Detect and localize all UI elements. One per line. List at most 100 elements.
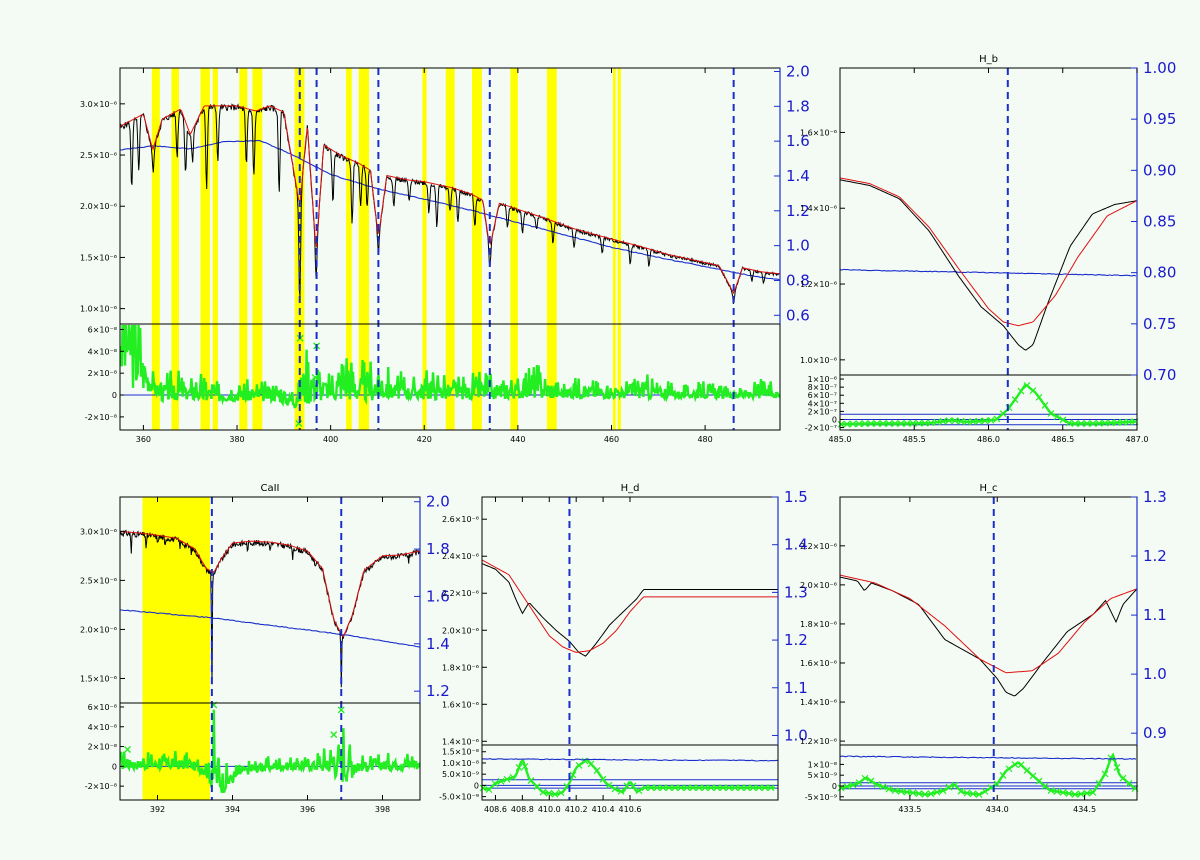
residual-tick-label: 6×10⁻⁸ — [88, 703, 117, 712]
y2-tick-label: 0.75 — [1143, 315, 1176, 333]
residual-point — [921, 419, 929, 427]
highlight-band — [472, 68, 482, 430]
residual-point — [885, 420, 893, 427]
residual-point — [557, 789, 565, 797]
residual-point — [981, 417, 989, 425]
residual-point — [749, 784, 757, 792]
x-tick-label: 396 — [300, 805, 315, 814]
x-tick-label: 360 — [136, 435, 151, 444]
y2-tick-label: 2.0 — [426, 493, 450, 511]
residual-point — [1047, 787, 1055, 794]
y2-tick-label: 1.3 — [784, 583, 808, 601]
x-tick-label: 410.6 — [619, 805, 642, 814]
residual-point — [659, 784, 667, 792]
panel-h-delta: 408.6 408.8 410.0 410.2 410.4 410.6 1.4×10⁻⁶ 1.… — [439, 483, 808, 814]
highlight-band — [252, 68, 263, 430]
continuum-series — [120, 609, 421, 648]
residual-tick-label: -5.0×10⁻⁹ — [439, 793, 479, 802]
panel-title: H_b — [979, 54, 998, 65]
residual-tick-label: -5×10⁻⁹ — [805, 793, 837, 802]
residual-tick-label: 0 — [832, 415, 837, 424]
y-tick-label: 2.2×10⁻⁶ — [800, 542, 837, 551]
residual-point — [1107, 419, 1115, 427]
residual-point — [999, 410, 1007, 418]
residual-point — [897, 787, 905, 795]
residual-tick-label: 1×10⁻⁸ — [808, 760, 837, 769]
y2-tick-label: 0.8 — [786, 271, 810, 289]
residual-point — [755, 784, 763, 792]
highlight-band — [445, 68, 455, 430]
panel-title: H_d — [621, 483, 640, 494]
x-tick-label: 440 — [510, 435, 525, 444]
residual-point — [641, 784, 649, 792]
y2-tick-label: 1.2 — [426, 682, 450, 700]
highlight-band — [239, 68, 248, 430]
residual-tick-label: -2×10⁻⁸ — [85, 413, 117, 422]
residual-point — [909, 789, 917, 797]
panel-h-beta: 485.0 485.5 486.0 486.5 487.0 1.0×10⁻⁶ 1.2×10⁻… — [800, 54, 1176, 444]
y-tick-label: 2.5×10⁻⁶ — [80, 151, 117, 160]
y-tick-label: 1.6×10⁻⁶ — [800, 659, 837, 668]
residual-point — [569, 771, 577, 779]
x-tick-label: 487.0 — [1126, 435, 1149, 444]
y-tick-label: 2.2×10⁻⁶ — [442, 589, 479, 598]
residual-tick-label: 8×10⁻⁷ — [808, 383, 837, 392]
residual-point — [1047, 410, 1055, 417]
y-tick-label: 1.5×10⁻⁶ — [80, 674, 117, 683]
y2-tick-label: 0.90 — [1143, 161, 1176, 179]
residual-point — [915, 790, 923, 798]
residual-point — [1053, 788, 1061, 795]
y2-tick-label: 1.4 — [426, 635, 450, 653]
residual-point — [719, 784, 727, 792]
y-tick-label: 1.8×10⁻⁶ — [442, 663, 479, 672]
residual-point — [945, 417, 953, 425]
residual-point — [1125, 418, 1133, 426]
residual-point — [737, 784, 745, 792]
residual-point — [891, 787, 899, 795]
residual-point — [497, 777, 505, 785]
x-tick-label: 400 — [323, 435, 338, 444]
residual-point — [957, 417, 965, 425]
highlight-band — [200, 68, 210, 430]
residual-point — [1089, 420, 1097, 427]
residual-point — [843, 420, 851, 428]
residual-point — [897, 420, 905, 427]
x-tick-label: 480 — [697, 435, 712, 444]
panel-title: CaII — [260, 483, 279, 494]
spectrum-series — [839, 179, 1138, 351]
highlight-band — [151, 68, 160, 430]
residual-point — [963, 789, 971, 797]
residual-tick-label: 2×10⁻⁸ — [88, 369, 117, 378]
residual-point — [1017, 761, 1025, 769]
residual-point — [683, 784, 691, 792]
y-tick-label: 2.6×10⁻⁶ — [442, 515, 479, 524]
residual-point — [1071, 791, 1079, 798]
residual-point — [975, 791, 983, 798]
highlight-band — [346, 68, 352, 430]
residual-point — [963, 418, 971, 426]
model-series — [839, 177, 1138, 327]
residual-point — [665, 784, 673, 792]
x-tick-label: 392 — [150, 805, 165, 814]
y-tick-label: 2.0×10⁻⁶ — [80, 625, 117, 634]
residual-point — [975, 417, 983, 425]
y2-tick-label: 1.0 — [1143, 665, 1167, 683]
y2-tick-label: 0.6 — [786, 306, 810, 324]
x-tick-label: 434.0 — [986, 805, 1009, 814]
residual-point — [1125, 779, 1133, 787]
x-tick-label: 408.8 — [511, 805, 534, 814]
residual-tick-label: 5.0×10⁻⁹ — [442, 770, 479, 779]
residual-point — [761, 784, 769, 792]
residual-point — [695, 784, 703, 792]
x-tick-label: 410.2 — [565, 805, 588, 814]
residual-point — [867, 777, 875, 785]
residual-point — [1113, 763, 1121, 771]
residual-point — [629, 782, 637, 790]
y-tick-label: 1.6×10⁻⁶ — [800, 128, 837, 137]
residual-point — [1041, 402, 1049, 409]
y-tick-label: 2.0×10⁻⁶ — [442, 626, 479, 635]
continuum-series — [120, 139, 781, 281]
y-tick-label: 1.0×10⁻⁶ — [80, 305, 117, 314]
residual-point — [647, 784, 655, 792]
